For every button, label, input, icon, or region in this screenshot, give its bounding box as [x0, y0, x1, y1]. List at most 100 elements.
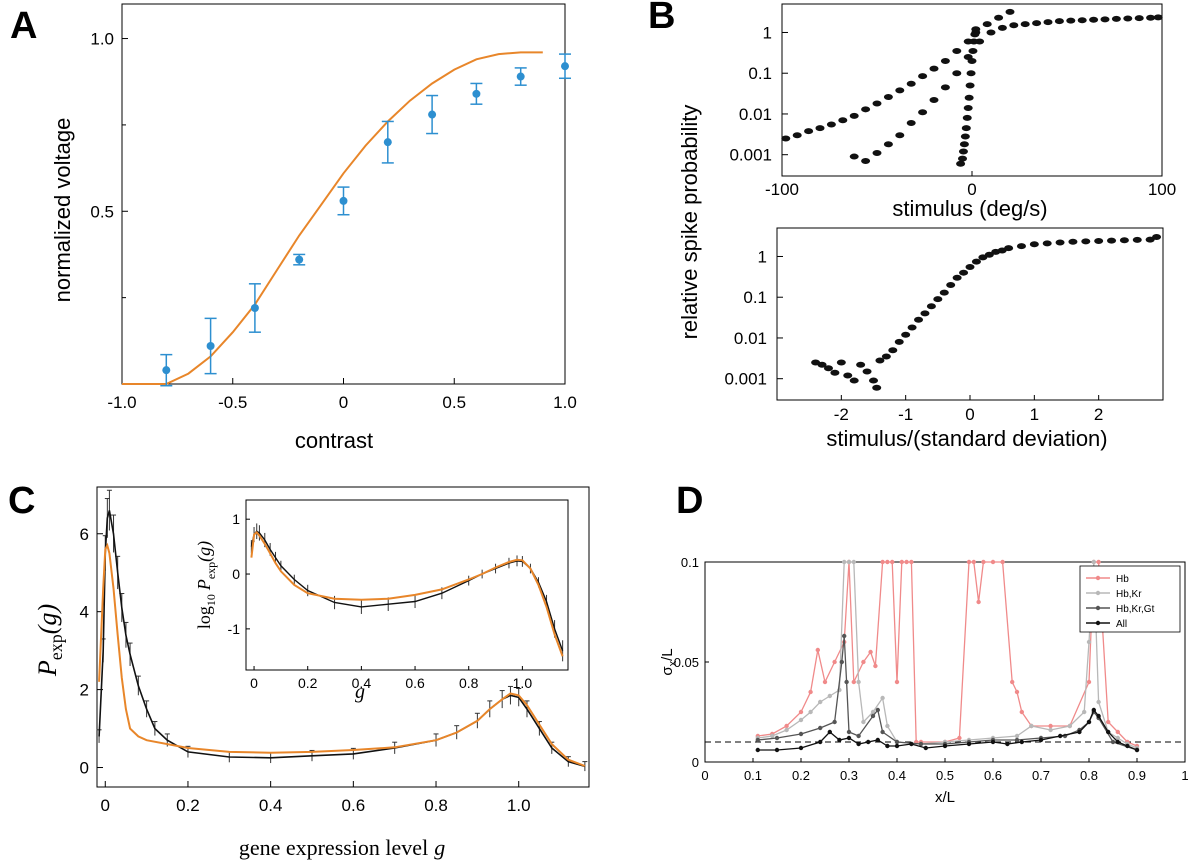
series-point — [808, 689, 813, 695]
series-point — [861, 659, 866, 665]
y-tick-label: 0.001 — [724, 370, 767, 389]
data-point — [1066, 17, 1076, 24]
data-point — [883, 141, 893, 148]
series-point — [1096, 699, 1101, 705]
data-point — [929, 65, 939, 72]
series-point — [856, 733, 861, 739]
data-point — [781, 135, 791, 142]
series-point — [923, 745, 928, 751]
panel-b-bottom-plot — [811, 234, 1162, 391]
series-point — [966, 741, 972, 747]
panel-a-xlabel: contrast — [295, 428, 373, 453]
data-point — [926, 303, 936, 310]
data-point — [962, 114, 972, 121]
series-point — [770, 733, 775, 739]
panel-d-ylabel-sub: x — [667, 660, 679, 666]
panel-a: -1.0 -0.5 0 0.5 1.0 0.5 1.0 contrast normalize… — [50, 3, 577, 453]
series-point — [774, 735, 780, 741]
series-point — [894, 739, 900, 745]
series-point — [904, 559, 909, 565]
x-tick-label: 0 — [965, 405, 974, 424]
legend-marker — [1095, 620, 1101, 626]
data-point — [994, 14, 1004, 21]
data-point — [516, 72, 525, 81]
data-point — [986, 29, 996, 36]
series-point — [755, 747, 760, 753]
data-point — [843, 372, 853, 379]
data-point — [861, 106, 871, 113]
panel-c-inset-plot — [250, 523, 564, 662]
data-point — [959, 269, 969, 276]
x-tick-label: 0.8 — [1080, 768, 1098, 783]
series-point — [899, 559, 904, 565]
data-point — [1005, 8, 1015, 15]
series-point — [808, 709, 813, 715]
data-point — [836, 359, 846, 366]
legend-label: Hb,Kr — [1116, 589, 1142, 600]
series-point — [1091, 707, 1097, 713]
data-point — [982, 21, 992, 28]
data-point — [1081, 238, 1091, 245]
series-point — [942, 743, 948, 749]
y-tick-label: 6 — [80, 525, 89, 544]
data-point — [804, 128, 814, 135]
series-point — [774, 747, 780, 753]
data-point — [984, 251, 994, 258]
data-point — [895, 87, 905, 94]
data-point — [872, 150, 882, 157]
data-point — [1107, 237, 1117, 244]
panel-label-d: D — [676, 480, 703, 522]
series-point — [1115, 739, 1121, 745]
series-point — [1067, 723, 1073, 729]
panel-c-inset-ylabel: log10 Pexp(g) — [194, 541, 218, 629]
data-point — [472, 89, 481, 98]
data-point — [1077, 17, 1087, 24]
series-point — [1029, 723, 1034, 729]
series-point — [1086, 639, 1092, 645]
series-point — [1077, 729, 1082, 735]
data-point — [1009, 22, 1019, 29]
panel-label-c: C — [8, 480, 35, 522]
y-tick-label: 0.1 — [681, 555, 699, 570]
series-point — [880, 729, 885, 735]
series-point — [1096, 559, 1101, 565]
data-point — [971, 26, 981, 33]
data-point — [901, 331, 911, 338]
data-point — [971, 258, 981, 265]
x-tick-label: -2 — [834, 405, 849, 424]
panel-d-ylabel-main: σ — [659, 666, 676, 676]
series-point — [798, 717, 804, 723]
panel-c-inset-ylabel-main: P — [194, 579, 214, 591]
data-point — [964, 94, 974, 101]
inset-x-tick-label: 0.8 — [459, 675, 479, 691]
model-line — [98, 542, 586, 767]
series-point — [827, 729, 832, 735]
data-point — [1068, 238, 1078, 245]
y-tick-label: 0.5 — [90, 202, 114, 221]
series-point — [1134, 747, 1140, 753]
y-tick-label: 1.0 — [90, 30, 114, 49]
x-tick-label: 0.7 — [1032, 768, 1050, 783]
series-point — [1086, 719, 1092, 725]
data-point — [1004, 245, 1014, 252]
panel-a-ylabel: normalized voltage — [50, 118, 75, 303]
panel-c-xlabel-var: g — [434, 835, 445, 860]
series-point — [842, 633, 847, 639]
legend-marker — [1095, 575, 1101, 581]
data-point — [838, 117, 848, 124]
series-point — [1014, 737, 1020, 743]
series-point — [837, 737, 842, 743]
series-point — [822, 679, 828, 685]
series-point — [798, 745, 804, 751]
data-point — [1043, 19, 1053, 26]
x-tick-label: 0 — [967, 180, 976, 199]
y-tick-label: 1 — [758, 247, 767, 266]
panel-c-inset-xlabel: g — [355, 681, 365, 703]
series-point — [839, 659, 844, 665]
data-point — [849, 153, 859, 160]
panel-a-plot — [122, 51, 571, 387]
data-point — [920, 310, 930, 317]
data-point — [1123, 15, 1133, 22]
inset-x-tick-label: 0 — [250, 675, 258, 691]
